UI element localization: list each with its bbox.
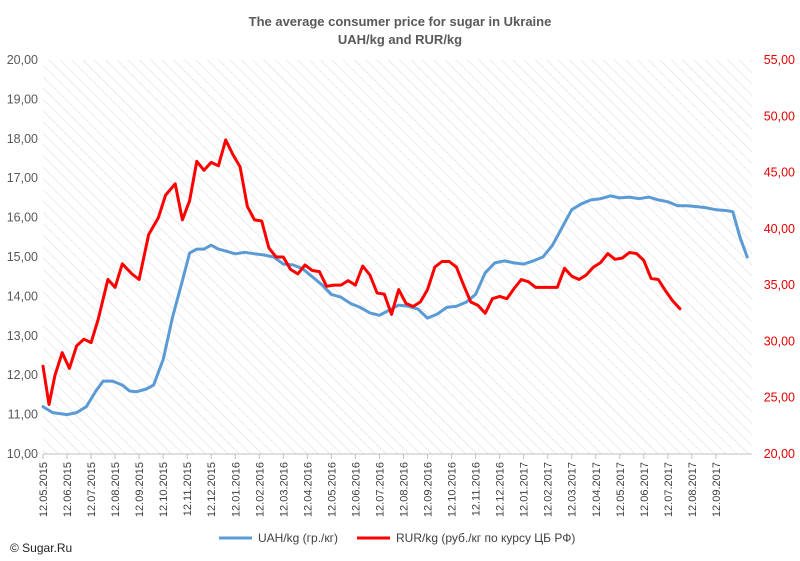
x-tick-label: 12.08.2015 <box>110 462 122 517</box>
y-left-tick-label: 17,00 <box>7 171 38 185</box>
y-left-tick-label: 15,00 <box>7 250 38 264</box>
x-tick-label: 12.09.2016 <box>423 462 435 517</box>
y-right-tick-label: 40,00 <box>764 222 795 236</box>
x-tick-label: 12.09.2015 <box>134 462 146 517</box>
x-tick-label: 12.05.2015 <box>38 462 50 517</box>
x-tick-label: 12.12.2015 <box>206 462 218 517</box>
y-right-tick-label: 55,00 <box>764 53 795 67</box>
y-right-tick-label: 35,00 <box>764 278 795 292</box>
y-right-tick-label: 50,00 <box>764 109 795 123</box>
right-axis-ticks: 20,00 25,00 30,00 35,00 40,00 45,00 50,00 55,00 <box>764 53 795 461</box>
y-right-tick-label: 45,00 <box>764 166 795 180</box>
x-tick-label: 12.03.2017 <box>567 462 579 517</box>
y-left-tick-label: 14,00 <box>7 289 38 303</box>
y-left-tick-label: 18,00 <box>7 132 38 146</box>
x-tick-label: 12.08.2016 <box>399 462 411 517</box>
x-tick-label: 12.04.2016 <box>302 462 314 517</box>
x-tick-label: 12.07.2015 <box>86 462 98 517</box>
plot-area <box>43 60 752 454</box>
x-tick-label: 12.09.2017 <box>711 462 723 517</box>
legend-label-rur: RUR/kg (руб./кг по курсу ЦБ РФ) <box>396 531 575 545</box>
legend-label-uah: UAH/kg (гр./кг) <box>258 531 338 545</box>
x-tick-label: 12.06.2015 <box>62 462 74 517</box>
copyright-text: © Sugar.Ru <box>10 541 72 555</box>
y-left-tick-label: 20,00 <box>7 53 38 67</box>
y-left-tick-label: 10,00 <box>7 447 38 461</box>
x-tick-label: 12.05.2016 <box>326 462 338 517</box>
x-tick-label: 12.08.2017 <box>687 462 699 517</box>
y-right-tick-label: 30,00 <box>764 334 795 348</box>
series-lines <box>41 138 749 417</box>
chart-title: The average consumer price for sugar in … <box>249 14 552 29</box>
legend: UAH/kg (гр./кг) RUR/kg (руб./кг по курсу… <box>219 531 575 545</box>
x-tick-label: 12.06.2017 <box>639 462 651 517</box>
x-tick-label: 12.04.2017 <box>591 462 603 517</box>
y-right-tick-label: 20,00 <box>764 447 795 461</box>
x-tick-label: 12.07.2016 <box>374 462 386 517</box>
x-tick-label: 12.10.2015 <box>158 462 170 517</box>
x-tick-label: 12.02.2016 <box>254 462 266 517</box>
y-left-tick-label: 19,00 <box>7 92 38 106</box>
x-tick-label: 12.01.2017 <box>519 462 531 517</box>
y-left-tick-label: 13,00 <box>7 329 38 343</box>
x-tick-label: 12.03.2016 <box>278 462 290 517</box>
series-line-rur <box>41 138 682 406</box>
y-left-tick-label: 16,00 <box>7 211 38 225</box>
x-tick-label: 12.07.2017 <box>663 462 675 517</box>
x-axis-ticks: 12.05.2015 12.06.2015 12.07.2015 12.08.2015… <box>38 454 723 517</box>
x-tick-label: 12.12.2016 <box>495 462 507 517</box>
x-tick-label: 12.02.2017 <box>543 462 555 517</box>
y-right-tick-label: 25,00 <box>764 391 795 405</box>
x-tick-label: 12.06.2016 <box>350 462 362 517</box>
y-left-tick-label: 12,00 <box>7 368 38 382</box>
x-tick-label: 12.11.2016 <box>471 462 483 516</box>
y-left-tick-label: 11,00 <box>8 408 38 422</box>
x-tick-label: 12.05.2017 <box>615 462 627 517</box>
x-tick-label: 12.11.2015 <box>182 462 194 516</box>
x-tick-label: 12.10.2016 <box>447 462 459 517</box>
chart-subtitle: UAH/kg and RUR/kg <box>338 32 462 47</box>
x-tick-label: 12.01.2016 <box>230 462 242 517</box>
left-axis-ticks: 10,00 11,00 12,00 13,00 14,00 15,00 16,00 17,00… <box>7 53 38 461</box>
